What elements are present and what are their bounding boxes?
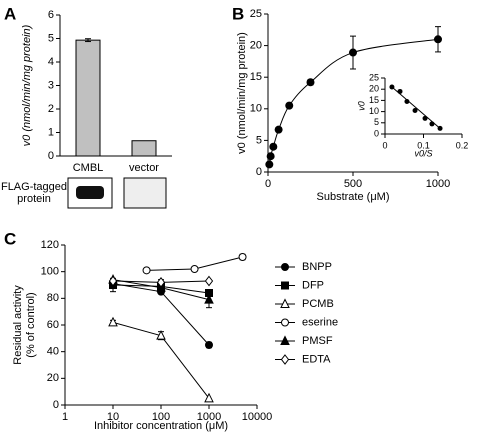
legend-label: eserine [302, 316, 338, 328]
marker [306, 78, 315, 87]
marker [269, 142, 278, 151]
y-tick-label: 1 [48, 126, 54, 138]
x-tick-label: vector [129, 162, 159, 174]
y-tick-label: 2 [48, 103, 54, 115]
bar [75, 39, 101, 157]
marker [422, 115, 428, 121]
marker [156, 277, 166, 288]
marker [437, 125, 443, 131]
x-tick-label: 0 [382, 140, 387, 150]
legend-label: PMSF [302, 335, 333, 347]
legend-label: EDTA [302, 353, 331, 365]
marker [434, 35, 442, 44]
y-tick-label: 0 [374, 128, 379, 138]
blot-label: protein [17, 193, 51, 205]
marker [285, 101, 294, 110]
panel-label: A [4, 4, 16, 23]
marker [397, 88, 403, 94]
x-axis-label: Inhibitor concentration (μM) [94, 420, 228, 432]
x-axis-label: v0/S [414, 148, 432, 158]
marker [412, 107, 418, 113]
y-tick-label: 60 [47, 319, 59, 331]
y-tick-label: 4 [48, 56, 54, 68]
legend-label: DFP [302, 279, 324, 291]
y-tick-label: 40 [47, 346, 59, 358]
y-axis-label: v0 (nmol/min/mg protein) [21, 24, 33, 146]
marker [274, 125, 283, 134]
marker [142, 266, 151, 275]
y-tick-label: 10 [369, 106, 379, 116]
marker [281, 263, 289, 271]
marker [204, 294, 214, 304]
y-tick-label: 20 [250, 40, 262, 52]
x-tick-label: 500 [344, 178, 362, 190]
panel-label: B [232, 4, 244, 23]
y-tick-label: 0 [53, 399, 59, 411]
y-axis-label: v0 (nmol/min/mg protein) [236, 32, 248, 154]
legend-label: BNPP [302, 261, 332, 273]
y-tick-label: 10 [250, 103, 262, 115]
marker [265, 160, 274, 169]
legend-label: PCMB [302, 298, 334, 310]
marker [429, 121, 435, 127]
marker [389, 84, 395, 90]
marker [349, 48, 357, 57]
y-tick-label: 15 [369, 95, 379, 105]
y-tick-label: 120 [41, 239, 59, 251]
marker [404, 99, 410, 105]
x-tick-label: 0 [265, 178, 271, 190]
fit-curve [268, 38, 439, 165]
y-axis-label: v0 [356, 101, 366, 111]
y-tick-label: 0 [48, 150, 54, 162]
blot-band [76, 186, 104, 199]
x-tick-label: 1 [62, 411, 68, 423]
marker [205, 341, 213, 349]
bar [131, 140, 157, 157]
y-tick-label: 5 [256, 134, 262, 146]
y-tick-label: 5 [48, 32, 54, 44]
blot-label: FLAG-tagged [1, 181, 67, 193]
marker [280, 354, 290, 365]
y-tick-label: 0 [256, 166, 262, 178]
x-tick-label: 1000 [426, 178, 450, 190]
marker [204, 392, 214, 403]
x-tick-label: 0.2 [456, 140, 469, 150]
marker [280, 335, 290, 345]
y-tick-label: 15 [250, 71, 262, 83]
x-tick-label: 10000 [242, 411, 273, 423]
x-tick-label: 10 [107, 411, 119, 423]
y-tick-label: 6 [48, 9, 54, 21]
y-tick-label: 3 [48, 79, 54, 91]
y-tick-label: 20 [47, 372, 59, 384]
marker [204, 275, 214, 287]
y-tick-label: 25 [250, 8, 262, 20]
x-tick-label: 100 [152, 411, 170, 423]
y-tick-label: 5 [374, 117, 379, 127]
marker [190, 265, 199, 273]
x-axis-label: Substrate (μM) [317, 191, 390, 203]
marker [266, 152, 275, 161]
marker [108, 275, 118, 287]
marker [156, 330, 166, 340]
blot-box [123, 177, 167, 209]
y-axis-label: Residual activity [12, 285, 24, 365]
y-tick-label: 20 [369, 84, 379, 94]
panel-label: C [4, 229, 16, 248]
y-tick-label: 80 [47, 292, 59, 304]
y-axis-label: (% of control) [25, 292, 37, 357]
y-tick-label: 25 [369, 72, 379, 82]
x-tick-label: 0.1 [417, 140, 430, 150]
y-tick-label: 100 [41, 266, 59, 278]
marker [238, 253, 247, 261]
marker [281, 318, 289, 327]
marker [280, 298, 290, 308]
marker [108, 316, 118, 327]
x-tick-label: 1000 [197, 411, 221, 423]
marker [281, 281, 289, 290]
x-tick-label: CMBL [73, 162, 104, 174]
